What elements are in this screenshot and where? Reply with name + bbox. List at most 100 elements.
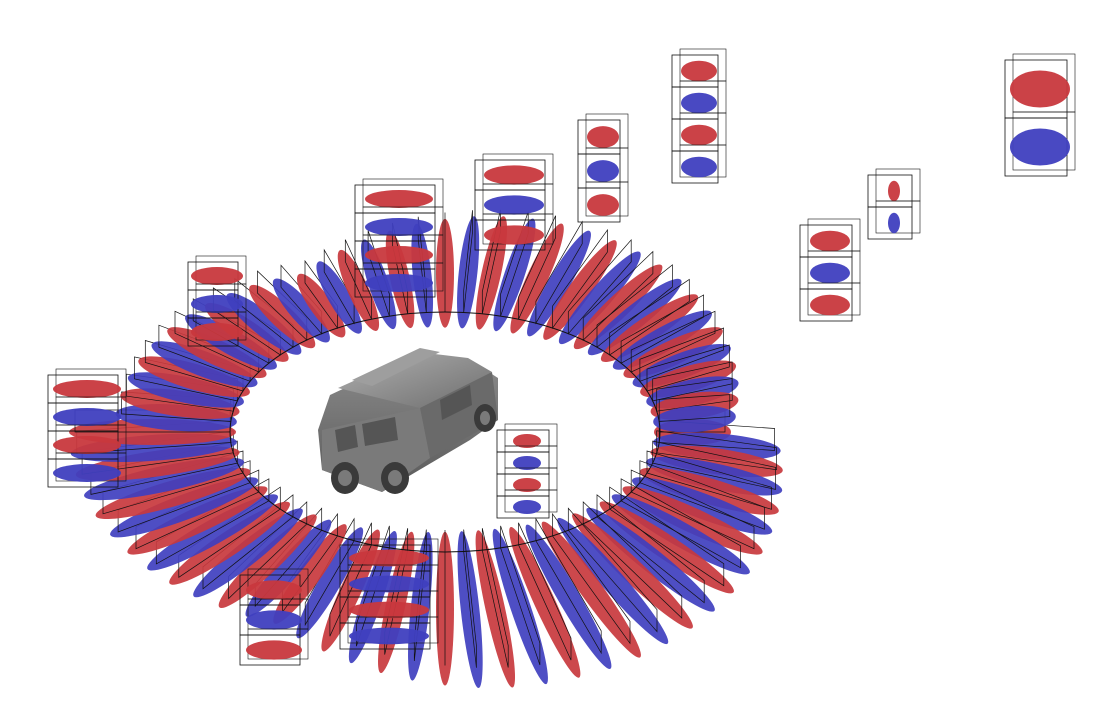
directivity-lobe — [349, 601, 429, 619]
directivity-lobe — [484, 225, 544, 245]
lobe-tower — [799, 218, 861, 322]
directivity-lobe — [888, 180, 900, 202]
cage-box — [799, 288, 853, 322]
cage-frame — [646, 450, 772, 510]
cage-frame — [481, 528, 509, 668]
lobe-tower — [474, 153, 554, 251]
directivity-lobe — [484, 165, 544, 185]
directivity-lobe — [587, 194, 619, 216]
lobe-towers — [47, 48, 1076, 666]
cage-frame — [596, 494, 705, 604]
directivity-lobe — [484, 195, 544, 215]
directivity-lobe — [191, 267, 243, 285]
cage-box — [577, 187, 621, 223]
cage-frame — [304, 517, 355, 627]
cage-frame — [535, 517, 602, 655]
cage-frame — [518, 522, 572, 661]
directivity-lobe — [1010, 70, 1070, 108]
directivity-lobe — [53, 380, 121, 398]
cage-frame — [656, 378, 733, 412]
cage-frame — [463, 529, 477, 668]
cage-box — [339, 622, 431, 650]
cage-box — [671, 150, 719, 184]
cage-frame — [652, 440, 776, 490]
cage-box — [867, 206, 913, 240]
lobe-tower — [496, 423, 558, 519]
cage-box — [679, 144, 727, 178]
cage-frame — [630, 310, 716, 373]
directivity-lobe — [513, 477, 541, 493]
cage-frame — [639, 460, 765, 530]
lobe-tower — [47, 368, 127, 488]
cage-frame — [567, 238, 632, 335]
directivity-lobe — [365, 274, 433, 292]
cage-frame — [552, 512, 631, 645]
directivity-lobe — [1010, 128, 1070, 166]
cage-frame — [582, 250, 654, 341]
cage-frame — [652, 361, 733, 402]
lobe-tower — [577, 113, 629, 223]
cage-box — [585, 181, 629, 217]
cage-frame — [329, 522, 372, 637]
cage-box — [496, 495, 550, 519]
directivity-lobe — [349, 627, 429, 645]
cage-frame — [639, 327, 724, 382]
directivity-lobe — [53, 436, 121, 454]
directivity-lobe — [587, 160, 619, 182]
directivity-lobe — [681, 60, 717, 82]
directivity-lobe — [365, 218, 433, 236]
lobe-tower — [239, 568, 309, 666]
cage-frame — [500, 525, 541, 666]
cage-box — [354, 268, 436, 298]
directivity-lobe — [246, 640, 302, 660]
cage-frame — [620, 294, 704, 364]
cage-frame — [567, 507, 658, 633]
directivity-lobe — [810, 262, 850, 284]
lobe-tower — [187, 255, 247, 347]
directivity-lobe — [53, 464, 121, 482]
directivity-lobe — [349, 575, 429, 593]
cage-frame — [646, 344, 730, 392]
directivity-lobe — [246, 580, 302, 600]
lobe-tower — [867, 168, 921, 240]
cage-frame — [582, 501, 683, 619]
directivity-lobe — [246, 610, 302, 630]
cage-frame — [463, 210, 473, 313]
directivity-lobe — [681, 92, 717, 114]
cage-frame — [656, 430, 777, 471]
directivity-lobe — [681, 156, 717, 178]
directivity-lobe — [365, 246, 433, 264]
cage-frame — [620, 478, 741, 569]
directivity-lobe — [513, 433, 541, 449]
directivity-lobe — [191, 323, 243, 341]
cage-frame — [323, 248, 355, 325]
directivity-lobe — [53, 408, 121, 426]
inner-rim — [229, 311, 661, 553]
cage-frame — [609, 278, 690, 356]
cage-frame — [630, 469, 755, 550]
directivity-ring — [69, 209, 783, 689]
directivity-lobe — [365, 190, 433, 208]
directivity-lobe — [587, 126, 619, 148]
directivity-lobe — [810, 230, 850, 252]
cage-box — [875, 200, 921, 234]
cage-frame — [344, 239, 372, 320]
cage-frame — [417, 216, 427, 313]
cage-frame — [609, 486, 725, 587]
directivity-lobe — [681, 124, 717, 146]
lobe-tower — [354, 178, 444, 298]
cage-frame — [518, 215, 556, 320]
cage-frame — [552, 228, 608, 330]
lobe-tower — [339, 538, 439, 650]
cage-box — [474, 219, 546, 251]
cage-frame — [658, 394, 731, 422]
directivity-lobe — [810, 294, 850, 316]
directivity-lobe — [888, 212, 900, 234]
car-model — [318, 348, 498, 494]
directivity-lobe — [349, 549, 429, 567]
lobe-tower — [1004, 53, 1076, 177]
directivity-lobe — [513, 455, 541, 471]
directivity-lobe — [513, 499, 541, 515]
lobe-tower — [671, 48, 727, 184]
